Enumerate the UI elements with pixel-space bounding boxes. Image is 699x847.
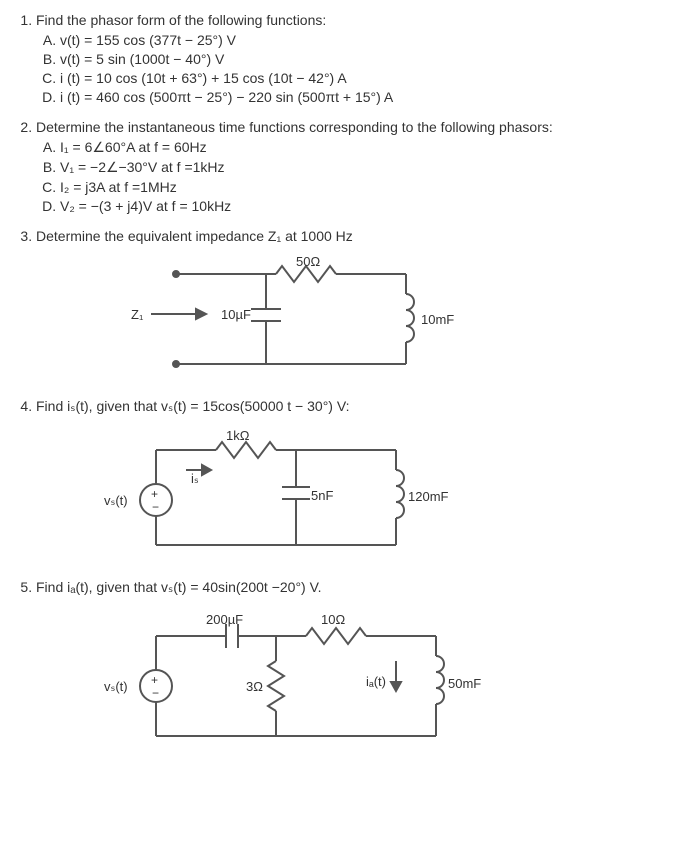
q2-a: I₁ = 6∠60°A at f = 60Hz [60, 139, 683, 156]
q1-c: i (t) = 10 cos (10t + 63°) + 15 cos (10t… [60, 70, 683, 86]
q2-c: I₂ = j3A at f =1MHz [60, 179, 683, 195]
svg-text:−: − [152, 500, 159, 514]
q3-c-label: 10µF [221, 307, 251, 322]
q5-r1-label: 10Ω [321, 612, 345, 627]
q4-r-label: 1kΩ [226, 428, 250, 443]
q4-i-label: iₛ [191, 471, 199, 486]
q5-src-label: vₛ(t) [104, 679, 128, 694]
q2-b: V₁ = −2∠−30°V at f =1kHz [60, 159, 683, 176]
q5-c-label: 200µF [206, 612, 243, 627]
q4-src-label: vₛ(t) [104, 493, 128, 508]
q5-figure: + − [96, 606, 683, 751]
q3-l-label: 10mF [421, 312, 454, 327]
q3-figure: 50Ω 10µF 10mF Z₁ [96, 254, 683, 384]
q1-prompt: Find the phasor form of the following fu… [36, 12, 326, 28]
q5-prompt: Find iₐ(t), given that vₛ(t) = 40sin(200… [36, 579, 322, 595]
q5-r2-label: 3Ω [246, 679, 263, 694]
question-3: Determine the equivalent impedance Z₁ at… [36, 228, 683, 384]
q5-i-label: iₐ(t) [366, 674, 386, 689]
q1-a: v(t) = 155 cos (377t − 25°) V [60, 32, 683, 48]
q1-b: v(t) = 5 sin (1000t − 40°) V [60, 51, 683, 67]
svg-text:+: + [151, 673, 158, 687]
q4-c-label: 5nF [311, 488, 333, 503]
q5-l-label: 50mF [448, 676, 481, 691]
question-2: Determine the instantaneous time functio… [36, 119, 683, 214]
svg-text:−: − [152, 686, 159, 700]
q2-d: V₂ = −(3 + j4)V at f = 10kHz [60, 198, 683, 214]
q1-d: i (t) = 460 cos (500πt − 25°) − 220 sin … [60, 89, 683, 105]
q4-figure: + − [96, 425, 683, 565]
q4-l-label: 120mF [408, 489, 449, 504]
svg-text:+: + [151, 487, 158, 501]
question-5: Find iₐ(t), given that vₛ(t) = 40sin(200… [36, 579, 683, 751]
q2-prompt: Determine the instantaneous time functio… [36, 119, 553, 135]
q3-r-label: 50Ω [296, 254, 320, 269]
q3-prompt: Determine the equivalent impedance Z₁ at… [36, 228, 353, 244]
q3-z-label: Z₁ [131, 307, 144, 322]
question-1: Find the phasor form of the following fu… [36, 12, 683, 105]
q4-prompt: Find iₛ(t), given that vₛ(t) = 15cos(500… [36, 398, 350, 414]
question-4: Find iₛ(t), given that vₛ(t) = 15cos(500… [36, 398, 683, 565]
